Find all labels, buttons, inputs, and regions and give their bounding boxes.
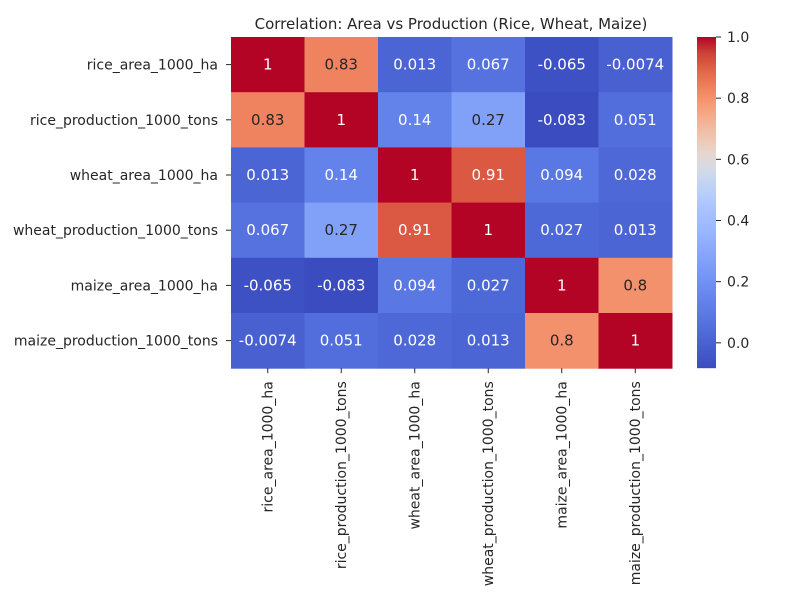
y-axis-tick-labels: rice_area_1000_ha rice_production_1000_to… [13,58,231,350]
heatmap-cell [525,313,599,369]
heatmap-cell [304,92,379,148]
heatmap-cell [525,257,599,314]
heatmap-cell [451,37,526,93]
cell-annotation: 0.027 [540,221,583,239]
y-tick-label: wheat_production_1000_tons [13,223,218,239]
cell-annotation: 1 [336,111,346,129]
heatmap-cell [525,37,599,93]
cell-annotation: 0.27 [472,111,505,129]
cell-annotation: 0.013 [246,166,289,184]
heatmap-cell [378,257,452,314]
heatmap-cell [525,147,599,204]
chart-title: Correlation: Area vs Production (Rice, W… [255,15,648,33]
heatmap-cells [231,37,673,369]
x-axis-tick-labels: rice_area_1000_ha rice_production_1000_to… [261,368,644,586]
heatmap-cell [378,202,452,259]
x-tick-label: rice_area_1000_ha [261,381,277,512]
heatmap-cell [598,257,673,314]
heatmap-cell [378,37,452,93]
cell-annotation: 0.013 [393,56,436,74]
cell-annotation: 0.83 [251,111,284,129]
heatmap-cell [378,313,452,369]
y-tick-label: maize_production_1000_tons [14,334,218,350]
heatmap-annotations: 1 0.83 0.013 0.067 -0.065 -0.0074 0.83 1 0.14 0.2… [239,56,664,350]
heatmap-cell [451,147,526,204]
colorbar-tick-label: 0.0 [727,336,749,352]
cell-annotation: -0.0074 [606,56,664,74]
colorbar-tick-label: 0.8 [727,91,749,107]
cell-annotation: -0.0074 [239,332,297,350]
cell-annotation: 0.028 [614,166,657,184]
cell-annotation: 0.094 [540,166,583,184]
cell-annotation: 0.051 [614,111,657,129]
cell-annotation: 0.051 [320,332,363,350]
heatmap-cell [231,202,305,259]
cell-annotation: 0.067 [467,56,510,74]
heatmap-cell [231,257,305,314]
heatmap-cell [451,257,526,314]
heatmap-cell [525,202,599,259]
cell-annotation: 0.27 [325,221,358,239]
x-tick-label: maize_production_1000_tons [628,381,644,585]
heatmap-cell [451,202,526,259]
colorbar-tick-label: 1.0 [727,30,749,46]
x-tick-label: rice_production_1000_tons [334,381,350,569]
heatmap-cell [304,202,379,259]
cell-annotation: 0.14 [398,111,431,129]
cell-annotation: 0.028 [393,332,436,350]
heatmap-cell [378,147,452,204]
cell-annotation: -0.083 [538,111,586,129]
colorbar-gradient [697,37,716,369]
colorbar: 0.0 0.2 0.4 0.6 0.8 1.0 [697,30,749,369]
x-tick-label: wheat_area_1000_ha [408,381,424,529]
heatmap-cell [598,147,673,204]
heatmap-cell [304,313,379,369]
heatmap-cell [304,257,379,314]
cell-annotation: -0.065 [538,56,586,74]
heatmap-cell [231,92,305,148]
cell-annotation: 0.14 [325,166,358,184]
cell-annotation: 0.027 [467,276,510,294]
heatmap-cell [451,92,526,148]
colorbar-tick-label: 0.2 [727,275,749,291]
x-tick-label: maize_area_1000_ha [555,381,571,528]
cell-annotation: 0.83 [325,56,358,74]
y-tick-label: rice_production_1000_tons [30,113,218,129]
y-tick-label: rice_area_1000_ha [87,58,218,74]
cell-annotation: 0.013 [467,332,510,350]
colorbar-tick-label: 0.6 [727,152,749,168]
cell-annotation: 0.013 [614,221,657,239]
heatmap-cell [451,313,526,369]
colorbar-tick-label: 0.4 [727,213,749,229]
heatmap-cell [231,313,305,369]
heatmap-cell [304,147,379,204]
cell-annotation: 1 [630,332,640,350]
cell-annotation: 0.91 [398,221,431,239]
y-tick-label: maize_area_1000_ha [71,278,218,294]
heatmap-cell [304,37,379,93]
heatmap-cell [598,313,673,369]
heatmap-cell [378,92,452,148]
cell-annotation: -0.083 [317,276,365,294]
heatmap-cell [598,92,673,148]
cell-annotation: 1 [410,166,420,184]
heatmap-cell [525,92,599,148]
cell-annotation: 0.067 [246,221,289,239]
heatmap-cell [231,147,305,204]
cell-annotation: 0.094 [393,276,436,294]
x-tick-label: wheat_production_1000_tons [481,381,497,586]
cell-annotation: -0.065 [244,276,292,294]
cell-annotation: 1 [263,56,273,74]
cell-annotation: 0.91 [472,166,505,184]
cell-annotation: 0.8 [623,276,647,294]
heatmap-cell [598,37,673,93]
cell-annotation: 0.8 [550,332,574,350]
heatmap-cell [231,37,305,93]
cell-annotation: 1 [557,276,567,294]
y-tick-label: wheat_area_1000_ha [70,168,218,184]
cell-annotation: 1 [483,221,493,239]
heatmap-cell [598,202,673,259]
